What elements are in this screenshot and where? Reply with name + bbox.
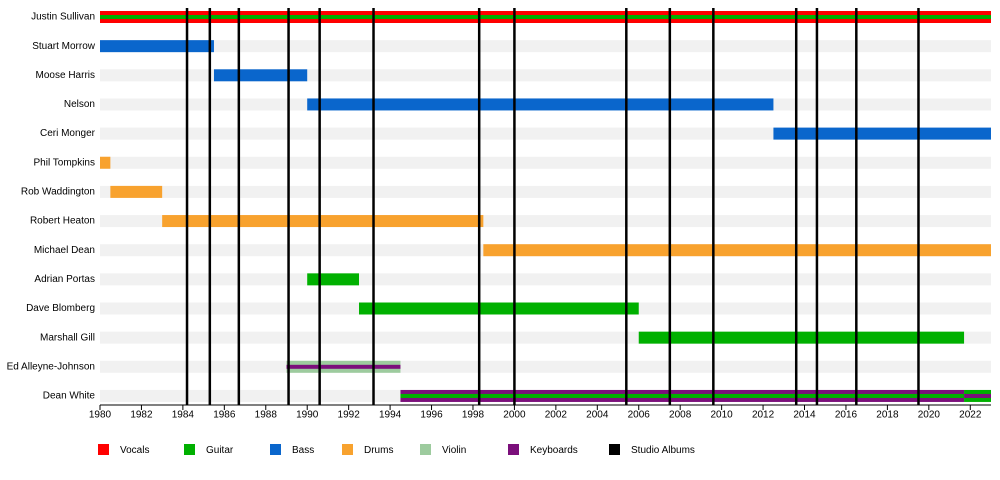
x-tick-label: 2004 [586, 410, 609, 421]
membership-stripe [964, 393, 991, 398]
legend-label: Vocals [120, 445, 149, 456]
x-tick-label: 1994 [379, 410, 402, 421]
member-label: Stuart Morrow [32, 41, 96, 52]
row-band [100, 185, 991, 198]
member-label: Adrian Portas [34, 274, 95, 285]
x-tick-label: 2000 [503, 410, 526, 421]
member-label: Robert Heaton [30, 216, 95, 227]
member-label: Dave Blomberg [26, 303, 95, 314]
x-tick-label: 1988 [255, 410, 278, 421]
legend-label: Keyboards [530, 445, 578, 456]
legend-swatch [420, 444, 431, 455]
member-label: Marshall Gill [40, 332, 95, 343]
member-label: Justin Sullivan [31, 12, 95, 23]
membership-bar [359, 302, 639, 315]
x-tick-label: 2006 [628, 410, 651, 421]
membership-bar [638, 331, 965, 344]
x-tick-label: 2008 [669, 410, 692, 421]
x-tick-label: 1986 [213, 410, 236, 421]
member-label: Ceri Monger [40, 128, 96, 139]
legend-label: Bass [292, 445, 314, 456]
member-label: Michael Dean [34, 245, 95, 256]
legend-label: Violin [442, 445, 466, 456]
x-tick-label: 2002 [545, 410, 568, 421]
x-tick-label: 2022 [959, 410, 982, 421]
member-label: Dean White [43, 391, 96, 402]
legend-swatch [270, 444, 281, 455]
x-tick-label: 2014 [793, 410, 816, 421]
member-label: Nelson [64, 99, 95, 110]
x-tick-label: 2010 [711, 410, 734, 421]
x-tick-label: 2020 [918, 410, 941, 421]
membership-stripe [100, 15, 991, 19]
x-tick-label: 1992 [338, 410, 361, 421]
legend-label: Studio Albums [631, 445, 695, 456]
membership-bar [213, 69, 308, 82]
x-tick-label: 1990 [296, 410, 319, 421]
membership-bar [307, 98, 774, 111]
legend-swatch [98, 444, 109, 455]
legend-label: Guitar [206, 445, 234, 456]
legend-swatch [508, 444, 519, 455]
member-label: Rob Waddington [21, 187, 95, 198]
x-tick-label: 1996 [420, 410, 443, 421]
member-label: Phil Tompkins [33, 157, 95, 168]
membership-stripe [286, 364, 401, 369]
legend-swatch [609, 444, 620, 455]
row-band [100, 127, 991, 140]
legend-label: Drums [364, 445, 393, 456]
membership-stripe [400, 393, 965, 398]
membership-bar [162, 215, 484, 228]
membership-bar [483, 244, 991, 257]
row-band [100, 156, 991, 169]
membership-bar [110, 185, 163, 198]
membership-bar [307, 273, 360, 286]
x-tick-label: 1984 [172, 410, 195, 421]
x-tick-label: 2018 [876, 410, 899, 421]
x-tick-label: 1980 [89, 410, 112, 421]
member-label: Ed Alleyne-Johnson [7, 361, 95, 372]
row-band [100, 40, 991, 53]
membership-bar [100, 40, 214, 53]
membership-bar [773, 127, 991, 140]
member-label: Moose Harris [36, 70, 95, 81]
x-tick-label: 2016 [835, 410, 858, 421]
x-tick-label: 2012 [752, 410, 775, 421]
x-tick-label: 1998 [462, 410, 485, 421]
x-tick-label: 1982 [130, 410, 153, 421]
row-band [100, 69, 991, 82]
legend-swatch [184, 444, 195, 455]
legend-swatch [342, 444, 353, 455]
membership-bar [100, 156, 111, 169]
